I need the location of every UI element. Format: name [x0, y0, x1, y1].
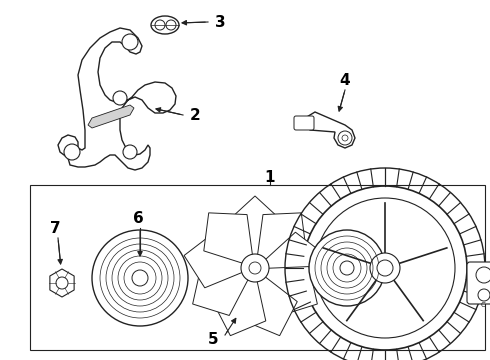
Polygon shape	[88, 105, 134, 128]
Polygon shape	[193, 266, 249, 315]
Circle shape	[478, 289, 490, 301]
Text: 1: 1	[265, 170, 275, 185]
Circle shape	[340, 261, 354, 275]
Ellipse shape	[151, 16, 179, 34]
Circle shape	[309, 230, 385, 306]
Polygon shape	[184, 232, 245, 288]
FancyBboxPatch shape	[467, 262, 490, 304]
Circle shape	[64, 144, 80, 160]
Text: 6: 6	[133, 211, 144, 225]
Circle shape	[155, 20, 165, 30]
Polygon shape	[58, 28, 176, 170]
Circle shape	[123, 145, 137, 159]
Bar	[30, 185, 485, 350]
Circle shape	[476, 267, 490, 283]
Circle shape	[315, 198, 455, 338]
Text: 7: 7	[49, 220, 60, 235]
Circle shape	[166, 20, 176, 30]
Circle shape	[113, 91, 127, 105]
Circle shape	[122, 34, 138, 50]
Polygon shape	[50, 269, 74, 297]
Circle shape	[377, 260, 393, 276]
Polygon shape	[257, 213, 306, 264]
Circle shape	[370, 253, 400, 283]
Circle shape	[338, 131, 352, 145]
Circle shape	[92, 230, 188, 326]
Polygon shape	[204, 213, 253, 264]
Circle shape	[303, 186, 467, 350]
Polygon shape	[244, 276, 297, 336]
Polygon shape	[265, 232, 326, 288]
Polygon shape	[227, 196, 283, 257]
Text: 4: 4	[340, 72, 350, 87]
Circle shape	[56, 277, 68, 289]
Text: C: C	[481, 302, 486, 308]
FancyBboxPatch shape	[294, 116, 314, 130]
Circle shape	[249, 262, 261, 274]
Circle shape	[342, 135, 348, 141]
Text: 3: 3	[215, 14, 225, 30]
Text: 2: 2	[190, 108, 200, 122]
Polygon shape	[261, 266, 318, 315]
Polygon shape	[213, 276, 266, 336]
Polygon shape	[302, 112, 355, 148]
Circle shape	[241, 254, 269, 282]
Circle shape	[132, 270, 148, 286]
Text: 5: 5	[208, 333, 219, 347]
